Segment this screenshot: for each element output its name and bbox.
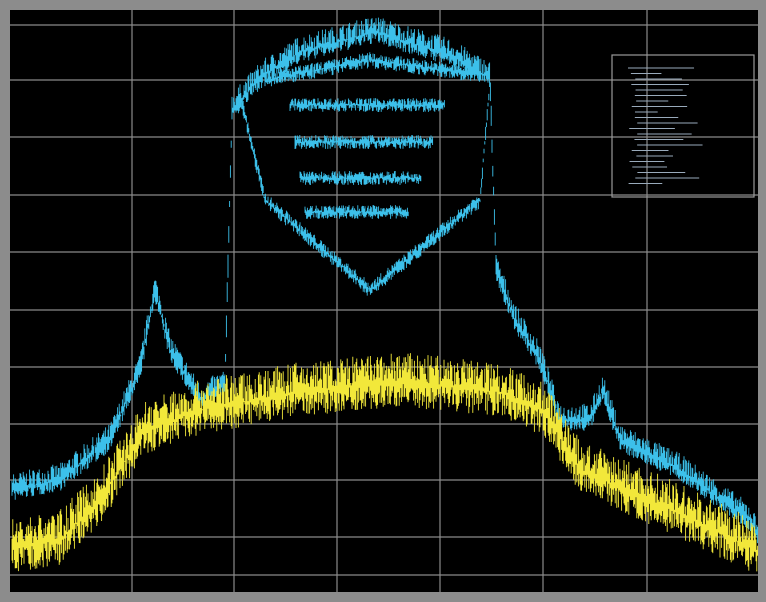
spectrum-screen bbox=[0, 0, 766, 602]
page: (() => { const NS = 'http://www.w3.org/2… bbox=[0, 0, 766, 602]
